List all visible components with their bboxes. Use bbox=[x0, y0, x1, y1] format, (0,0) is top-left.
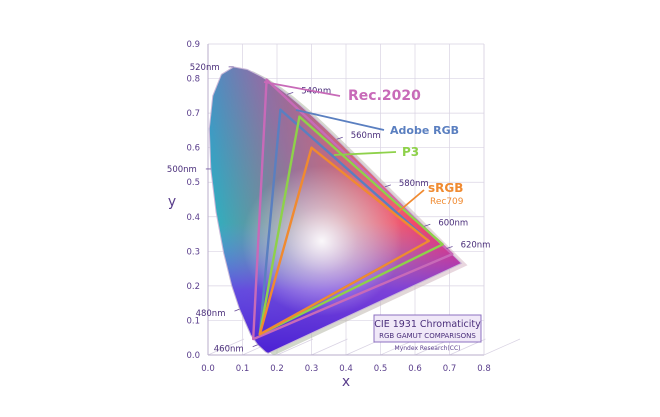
grid-line bbox=[483, 338, 521, 356]
y-tick-label: 0.0 bbox=[186, 351, 200, 361]
x-tick-label: 0.2 bbox=[270, 364, 284, 374]
wavelength-label: 620nm bbox=[461, 240, 491, 250]
legend-leader bbox=[263, 81, 341, 97]
y-tick-label: 0.7 bbox=[186, 109, 200, 119]
legend-label: P3 bbox=[402, 145, 419, 159]
legend-leader bbox=[295, 109, 385, 131]
x-axis-label: x bbox=[342, 374, 350, 390]
y-tick-label: 0.2 bbox=[186, 282, 200, 292]
grid-line bbox=[207, 338, 245, 356]
gamut-triangle-srgb bbox=[258, 146, 430, 336]
x-tick-label: 0.0 bbox=[201, 364, 215, 374]
chart-subtitle: RGB GAMUT COMPARISONS bbox=[379, 332, 476, 340]
x-tick-label: 0.8 bbox=[477, 364, 491, 374]
wavelength-tick bbox=[252, 344, 258, 348]
wavelength-label: 500nm bbox=[167, 165, 197, 175]
legend-leader bbox=[397, 189, 425, 213]
y-tick-label: 0.9 bbox=[186, 40, 200, 50]
grid-line bbox=[276, 338, 314, 356]
y-tick-label: 0.5 bbox=[186, 178, 200, 188]
chart-title: CIE 1931 Chromaticity bbox=[374, 319, 481, 330]
y-axis-label: y bbox=[168, 194, 176, 210]
y-tick-label: 0.6 bbox=[186, 144, 200, 154]
white-point-glow bbox=[241, 165, 402, 316]
wavelength-tick bbox=[446, 246, 453, 249]
x-tick-label: 0.3 bbox=[305, 364, 319, 374]
wavelength-label: 560nm bbox=[351, 131, 381, 141]
y-tick-label: 0.4 bbox=[186, 213, 200, 223]
x-tick-label: 0.5 bbox=[374, 364, 388, 374]
axis-ticks: 0.0 0.1 0.2 0.3 0.4 0.5 0.6 0.7 0.8 0.0 0.1 0.2 0.3 0… bbox=[186, 40, 490, 374]
wavelength-label: 520nm bbox=[190, 63, 220, 73]
wavelength-label: 600nm bbox=[438, 218, 468, 228]
wavelength-tick bbox=[287, 91, 294, 95]
wavelength-tick bbox=[384, 184, 391, 188]
wavelength-label: 580nm bbox=[399, 179, 429, 189]
legend-label: Adobe RGB bbox=[390, 124, 459, 137]
gamut-triangle-rec-2020 bbox=[251, 78, 454, 341]
title-box: CIE 1931 Chromaticity RGB GAMUT COMPARIS… bbox=[373, 314, 482, 352]
wavelength-label: 480nm bbox=[196, 309, 226, 319]
legend-sublabel: Rec709 bbox=[430, 197, 464, 207]
wavelength-tick bbox=[424, 223, 431, 227]
locus-fill bbox=[209, 66, 462, 354]
legend-leader bbox=[333, 151, 397, 156]
x-tick-label: 0.6 bbox=[408, 364, 422, 374]
x-tick-label: 0.1 bbox=[236, 364, 250, 374]
legend-label: Rec.2020 bbox=[348, 88, 421, 104]
gamut-triangle-p3 bbox=[258, 115, 444, 336]
y-tick-label: 0.8 bbox=[186, 75, 200, 85]
wavelength-tick bbox=[336, 136, 343, 140]
grid-line bbox=[311, 338, 348, 356]
gamut-legend: Rec.2020 Adobe RGB P3 sRGB Rec709 bbox=[263, 81, 464, 213]
spectral-locus bbox=[208, 66, 468, 356]
gamut-triangles bbox=[251, 78, 454, 341]
y-tick-label: 0.3 bbox=[186, 247, 200, 257]
wavelength-label: 460nm bbox=[214, 345, 244, 355]
x-tick-label: 0.4 bbox=[339, 364, 353, 374]
chart-credit: Myndex Research(CC) bbox=[395, 345, 461, 352]
y-tick-label: 0.1 bbox=[186, 316, 200, 326]
wavelength-tick bbox=[234, 308, 240, 312]
x-tick-label: 0.7 bbox=[443, 364, 457, 374]
legend-label: sRGB bbox=[428, 181, 463, 195]
